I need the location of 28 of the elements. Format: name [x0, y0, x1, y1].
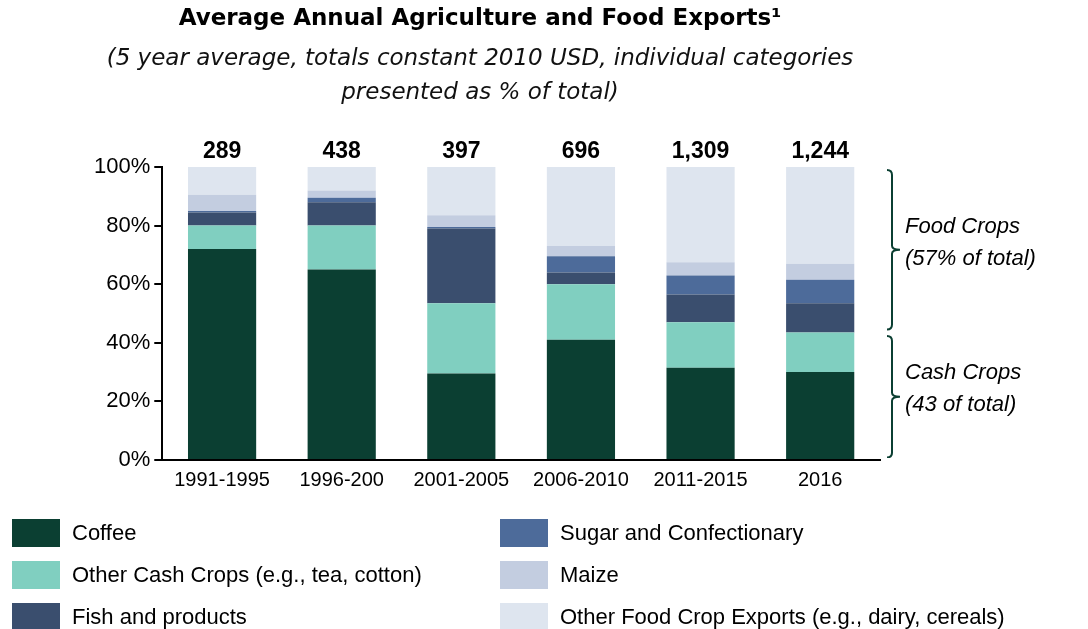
x-tick-label: 2011-2015: [653, 467, 748, 490]
annotation: 289: [202, 137, 242, 163]
legend-label: Sugar and Confectionary: [560, 520, 804, 546]
annotation: 1,244: [791, 137, 850, 163]
legend-label: Other Food Crop Exports (e.g., dairy, cereals): [560, 604, 1005, 629]
x-tick-label: 1996-200: [299, 467, 384, 490]
annotation: 696: [561, 137, 601, 163]
y-tick-label: 60%: [106, 270, 151, 296]
legend-label: Fish and products: [72, 604, 247, 629]
x-tick-label: 1991-1995: [174, 467, 270, 490]
legend-label: Other Cash Crops (e.g., tea, cotton): [72, 562, 422, 588]
text: Food Crops (57% of total): [905, 211, 1036, 272]
text: Cash Crops (43 of total): [905, 358, 1022, 419]
chart-subtitle: (5 year average, totals constant 2010 USD, individual categories presented as % of total): [105, 43, 855, 106]
y-tick-label: 20%: [106, 387, 151, 413]
annotation: 1,309: [671, 137, 730, 163]
x-tick-label: 2016: [797, 467, 843, 490]
y-tick-label: 0%: [118, 446, 151, 472]
x-tick-label: 2006-2010: [533, 467, 629, 490]
y-tick-label: 100%: [93, 153, 151, 179]
y-tick-label: 40%: [106, 328, 151, 354]
x-tick-label: 2001-2005: [413, 467, 510, 490]
legend-label: Maize: [560, 562, 619, 588]
legend-label: Coffee: [72, 520, 137, 546]
annotation: 438: [322, 137, 362, 163]
chart-title: Average Annual Agriculture and Food Exports¹: [177, 3, 783, 32]
y-tick-label: 80%: [106, 211, 151, 237]
annotation: 397: [442, 137, 481, 163]
